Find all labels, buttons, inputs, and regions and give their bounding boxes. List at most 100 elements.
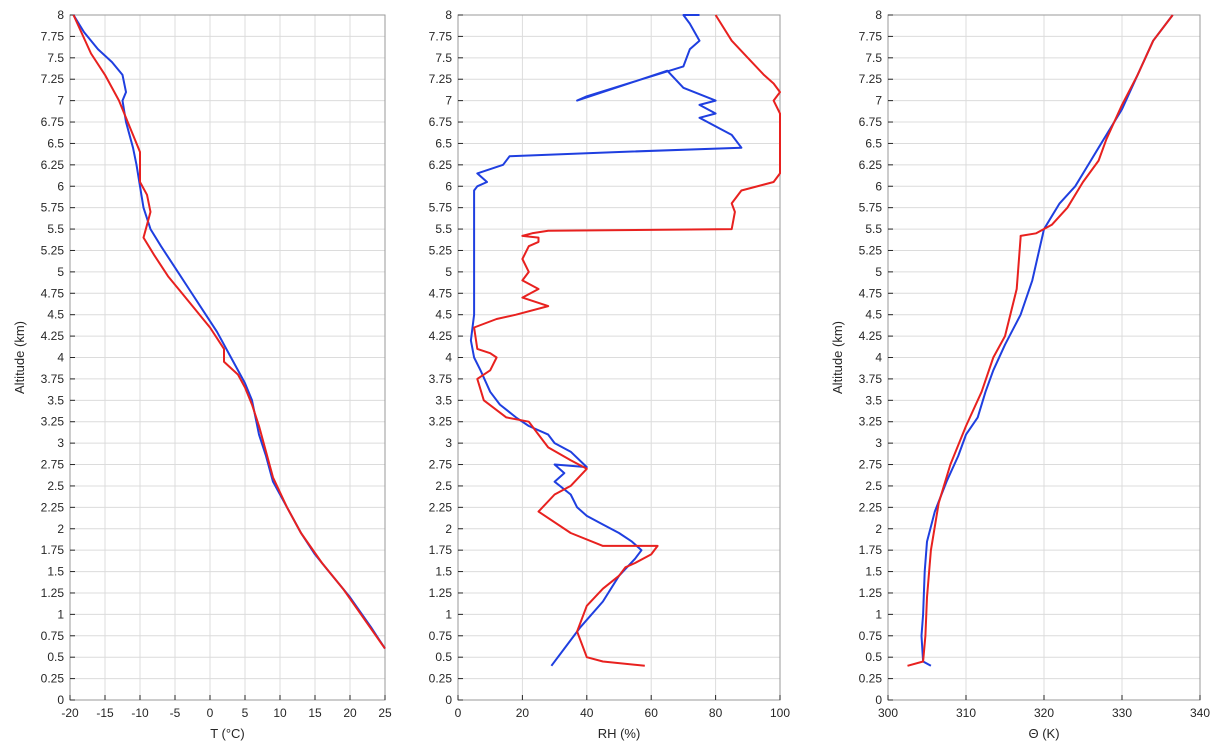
y-tick-label: 3.5 [435, 393, 452, 407]
y-tick-label: 5.25 [41, 243, 65, 257]
y-tick-label: 5.25 [429, 243, 453, 257]
y-tick-label: 0 [445, 693, 452, 707]
y-tick-label: 5 [875, 265, 882, 279]
y-tick-label: 3 [875, 436, 882, 450]
y-tick-label: 2.75 [429, 458, 453, 472]
y-tick-label: 4.5 [435, 308, 452, 322]
y-tick-label: 3.25 [41, 415, 65, 429]
blue-profile-line [920, 14, 1174, 667]
y-tick-label: 1.5 [47, 565, 64, 579]
y-tick-label: 7 [875, 94, 882, 108]
y-tick-label: 1 [875, 607, 882, 621]
y-tick-label: 7.25 [859, 72, 883, 86]
red-profile-line [473, 14, 781, 667]
y-tick-label: 4.75 [41, 286, 65, 300]
y-tick-label: 7.5 [435, 51, 452, 65]
potential-temperature-profile-panel: 300 310 320 330 340 0 0.25 0.5 0.75 1 1.25 1.5 1.75 2… [830, 8, 1210, 741]
x-tick-label: 40 [580, 706, 594, 720]
y-tick-label: 1 [445, 607, 452, 621]
y-tick-label: 6.25 [859, 158, 883, 172]
y-tick-label: 2.25 [41, 500, 65, 514]
y-tick-label: 6 [445, 179, 452, 193]
y-tick-label: 7 [445, 94, 452, 108]
y-tick-label: 0.75 [859, 629, 883, 643]
y-tick-label: 5.5 [435, 222, 452, 236]
y-tick-label: 5.5 [47, 222, 64, 236]
y-tick-label: 0.25 [429, 672, 453, 686]
y-tick-label: 3.25 [429, 415, 453, 429]
y-tick-label: 5 [57, 265, 64, 279]
x-tick-label: -20 [61, 706, 79, 720]
x-tick-label: 80 [709, 706, 723, 720]
y-tick-label: 4 [57, 351, 64, 365]
x-tick-label: 310 [956, 706, 976, 720]
y-tick-label: 5.75 [859, 201, 883, 215]
x-tick-label: 60 [645, 706, 659, 720]
y-tick-label: 0.75 [41, 629, 65, 643]
y-tick-label: 1.75 [859, 543, 883, 557]
y-tick-label: 6.25 [429, 158, 453, 172]
y-tick-label: 5 [445, 265, 452, 279]
y-tick-label: 4 [445, 351, 452, 365]
y-tick-label: 3.75 [429, 372, 453, 386]
y-tick-label: 1.75 [41, 543, 65, 557]
y-tick-label: 7 [57, 94, 64, 108]
y-tick-label: 2.25 [429, 500, 453, 514]
red-profile-line [907, 14, 1174, 667]
y-axis-label: Altitude (km) [12, 321, 27, 394]
x-tick-label: 100 [770, 706, 790, 720]
relative-humidity-profile-panel: 0 20 40 60 80 100 0 0.25 0.5 0.75 1 1.25 1.5 1.75 2 2.2… [429, 8, 791, 741]
y-tick-label: 1.25 [429, 586, 453, 600]
y-tick-label: 6.5 [47, 136, 64, 150]
y-tick-label: 4.5 [47, 308, 64, 322]
x-axis-label: RH (%) [598, 726, 641, 741]
y-tick-label: 7.75 [429, 29, 453, 43]
y-tick-label: 0 [57, 693, 64, 707]
y-tick-label: 3.75 [859, 372, 883, 386]
y-tick-label: 0.5 [435, 650, 452, 664]
x-tick-label: 320 [1034, 706, 1054, 720]
x-tick-label: -5 [170, 706, 181, 720]
y-tick-label: 6.5 [435, 136, 452, 150]
y-tick-label: 8 [445, 8, 452, 22]
y-tick-label: 7.5 [47, 51, 64, 65]
y-tick-label: 7.75 [859, 29, 883, 43]
y-tick-label: 6.5 [865, 136, 882, 150]
x-tick-label: -10 [131, 706, 149, 720]
y-tick-label: 1.75 [429, 543, 453, 557]
x-tick-label: 20 [516, 706, 530, 720]
y-tick-label: 6.25 [41, 158, 65, 172]
y-tick-label: 3.5 [47, 393, 64, 407]
y-tick-label: 2.5 [47, 479, 64, 493]
y-tick-label: 2.25 [859, 500, 883, 514]
x-tick-label: 340 [1190, 706, 1210, 720]
y-tick-label: 6.75 [41, 115, 65, 129]
y-tick-label: 4 [875, 351, 882, 365]
x-tick-label: 300 [878, 706, 898, 720]
blue-profile-line [469, 14, 743, 667]
y-tick-label: 2.75 [859, 458, 883, 472]
y-tick-label: 7.5 [865, 51, 882, 65]
y-tick-label: 3.5 [865, 393, 882, 407]
y-tick-label: 6.75 [859, 115, 883, 129]
y-tick-label: 5.25 [859, 243, 883, 257]
y-tick-label: 1.5 [865, 565, 882, 579]
x-tick-label: 10 [273, 706, 287, 720]
y-tick-label: 5.5 [865, 222, 882, 236]
x-tick-label: 330 [1112, 706, 1132, 720]
y-tick-label: 0.5 [47, 650, 64, 664]
y-tick-label: 2.5 [865, 479, 882, 493]
y-tick-label: 1.5 [435, 565, 452, 579]
x-tick-label: 0 [455, 706, 462, 720]
x-tick-label: -15 [96, 706, 114, 720]
y-tick-label: 4.5 [865, 308, 882, 322]
temperature-profile-panel: -20 -15 -10 -5 0 5 10 15 20 2500.250.50.7511.251.… [12, 8, 392, 741]
y-tick-label: 4.25 [41, 329, 65, 343]
x-tick-label: 25 [378, 706, 392, 720]
y-tick-label: 5.75 [429, 201, 453, 215]
y-tick-label: 0.25 [859, 672, 883, 686]
y-tick-label: 7.25 [41, 72, 65, 86]
y-tick-label: 0.25 [41, 672, 65, 686]
y-tick-label: 8 [875, 8, 882, 22]
